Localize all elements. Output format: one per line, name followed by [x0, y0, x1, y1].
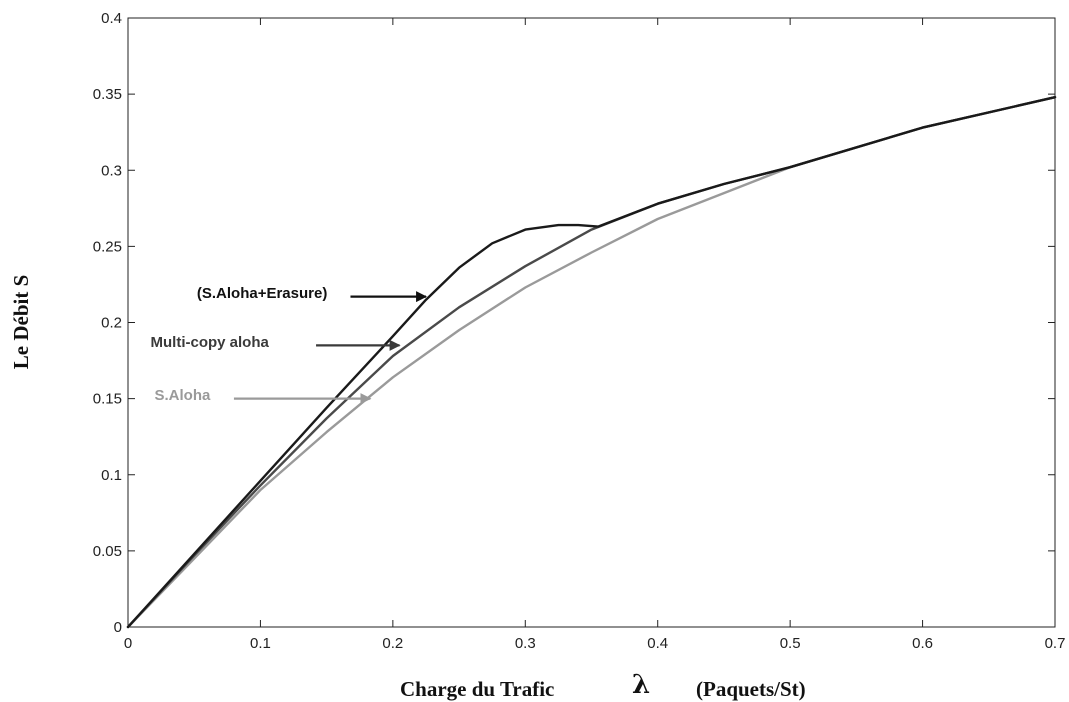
y-tick-label: 0.15: [93, 391, 122, 408]
x-tick-label: 0.6: [912, 635, 933, 652]
x-tick-label: 0.2: [382, 635, 403, 652]
x-tick-label: 0.5: [780, 635, 801, 652]
plot-area: [127, 17, 1056, 628]
x-axis-title: Charge du Trafic: [400, 677, 554, 701]
annotations: (S.Aloha+Erasure) Multi-copy aloha S.Aloha: [151, 285, 428, 404]
x-axis-unit: (Paquets/St): [696, 677, 806, 701]
y-tick-label: 0.1: [101, 467, 122, 484]
y-tick-label: 0.25: [93, 238, 122, 255]
y-tick-label: 0: [114, 619, 122, 636]
y-tick-label: 0.3: [101, 162, 122, 179]
x-axis-lambda: λ: [632, 670, 650, 700]
annotation-label-2: S.Aloha: [154, 387, 210, 404]
x-tick-label: 0.7: [1045, 635, 1066, 652]
series-line-0: [126, 95, 1057, 629]
x-tick-label: 0: [124, 635, 132, 652]
y-tick-label: 0.2: [101, 315, 122, 332]
y-tick-label: 0.4: [101, 10, 122, 27]
y-tick-label: 0.35: [93, 86, 122, 103]
x-tick-label: 0.1: [250, 635, 271, 652]
y-axis-title: Le Débit S: [9, 275, 33, 370]
x-tick-label: 0.4: [647, 635, 668, 652]
annotation-label-0: (S.Aloha+Erasure): [197, 285, 327, 302]
annotation-label-1: Multi-copy aloha: [151, 334, 270, 351]
axis-ticks: 0 0.1 0.2 0.3 0.4 0.5 0.6 0.7 0 0.05 0.1 0.15 0.2 0.2…: [93, 10, 1066, 652]
x-tick-label: 0.3: [515, 635, 536, 652]
series-lines: [126, 95, 1057, 629]
y-tick-label: 0.05: [93, 543, 122, 560]
